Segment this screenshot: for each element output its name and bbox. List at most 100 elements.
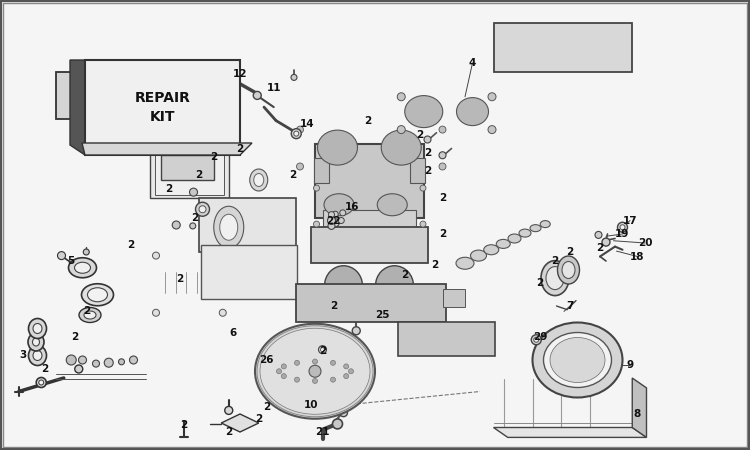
Circle shape — [314, 221, 320, 227]
Ellipse shape — [33, 351, 42, 360]
Text: 2: 2 — [424, 148, 431, 158]
Text: 2: 2 — [195, 171, 202, 180]
Circle shape — [196, 202, 209, 216]
Text: 2: 2 — [566, 247, 574, 257]
Circle shape — [39, 380, 44, 385]
Text: 2: 2 — [401, 270, 409, 279]
Circle shape — [338, 217, 344, 224]
Circle shape — [295, 377, 299, 382]
Ellipse shape — [84, 311, 96, 319]
Circle shape — [190, 188, 197, 196]
Circle shape — [291, 129, 302, 139]
Ellipse shape — [530, 225, 541, 232]
Ellipse shape — [377, 194, 407, 216]
Ellipse shape — [470, 250, 487, 261]
Text: 2: 2 — [210, 153, 218, 162]
Ellipse shape — [88, 288, 107, 302]
Circle shape — [66, 355, 76, 365]
FancyBboxPatch shape — [199, 198, 296, 252]
Circle shape — [291, 74, 297, 81]
Ellipse shape — [250, 169, 268, 191]
Circle shape — [228, 76, 234, 82]
Text: 19: 19 — [615, 229, 630, 239]
Text: 16: 16 — [345, 202, 360, 212]
Text: 2: 2 — [82, 306, 90, 315]
Text: 2: 2 — [41, 364, 49, 374]
Circle shape — [277, 369, 281, 374]
Text: 14: 14 — [300, 119, 315, 129]
Text: 2: 2 — [536, 279, 544, 288]
FancyBboxPatch shape — [314, 158, 328, 183]
Ellipse shape — [544, 333, 611, 387]
FancyBboxPatch shape — [150, 135, 229, 198]
Ellipse shape — [68, 258, 97, 278]
Circle shape — [313, 359, 317, 364]
Ellipse shape — [74, 262, 91, 273]
Ellipse shape — [260, 328, 370, 414]
Circle shape — [313, 378, 317, 383]
Text: 2: 2 — [191, 213, 199, 223]
Text: 2: 2 — [262, 402, 270, 412]
Ellipse shape — [324, 194, 354, 216]
FancyBboxPatch shape — [201, 245, 297, 299]
Circle shape — [620, 225, 625, 230]
Circle shape — [281, 374, 286, 378]
Ellipse shape — [496, 239, 510, 248]
Text: 5: 5 — [68, 256, 75, 266]
Circle shape — [130, 356, 137, 364]
Ellipse shape — [405, 95, 442, 128]
FancyBboxPatch shape — [155, 139, 224, 195]
Text: 2: 2 — [424, 166, 431, 176]
Circle shape — [328, 216, 335, 225]
Polygon shape — [70, 60, 85, 155]
Ellipse shape — [562, 261, 575, 279]
Circle shape — [294, 131, 298, 136]
Text: 2: 2 — [319, 346, 326, 356]
Circle shape — [83, 249, 89, 255]
Circle shape — [152, 309, 160, 316]
Ellipse shape — [557, 256, 580, 284]
Text: 2: 2 — [180, 420, 188, 430]
Text: 2: 2 — [330, 301, 338, 311]
Ellipse shape — [457, 98, 488, 126]
Text: 2: 2 — [551, 256, 559, 266]
Polygon shape — [632, 378, 646, 437]
Circle shape — [602, 238, 610, 246]
Circle shape — [331, 377, 335, 382]
Ellipse shape — [532, 323, 622, 397]
Circle shape — [332, 211, 338, 217]
Circle shape — [420, 185, 426, 191]
Ellipse shape — [325, 266, 362, 306]
Circle shape — [416, 304, 422, 310]
Ellipse shape — [519, 229, 531, 237]
Circle shape — [439, 126, 446, 133]
Ellipse shape — [79, 307, 101, 323]
Circle shape — [331, 360, 335, 365]
Text: 6: 6 — [229, 328, 236, 338]
Circle shape — [332, 419, 343, 429]
Text: 4: 4 — [469, 58, 476, 68]
Ellipse shape — [456, 257, 474, 269]
Ellipse shape — [254, 174, 264, 186]
Circle shape — [92, 360, 100, 367]
Ellipse shape — [214, 206, 244, 248]
Circle shape — [353, 310, 359, 317]
Circle shape — [488, 93, 496, 101]
Circle shape — [340, 409, 347, 417]
Text: 2: 2 — [289, 171, 296, 180]
Ellipse shape — [540, 220, 550, 228]
Circle shape — [420, 221, 426, 227]
Circle shape — [344, 374, 349, 378]
Circle shape — [219, 252, 226, 259]
Ellipse shape — [550, 338, 605, 382]
Ellipse shape — [376, 266, 413, 306]
Text: 2: 2 — [416, 130, 424, 140]
Circle shape — [152, 252, 160, 259]
Text: 2: 2 — [128, 240, 135, 250]
Polygon shape — [221, 414, 259, 432]
Ellipse shape — [33, 324, 42, 333]
Text: 21: 21 — [315, 427, 330, 437]
Text: REPAIR
KIT: REPAIR KIT — [134, 91, 190, 124]
Circle shape — [332, 219, 339, 227]
Text: 2: 2 — [176, 274, 184, 284]
